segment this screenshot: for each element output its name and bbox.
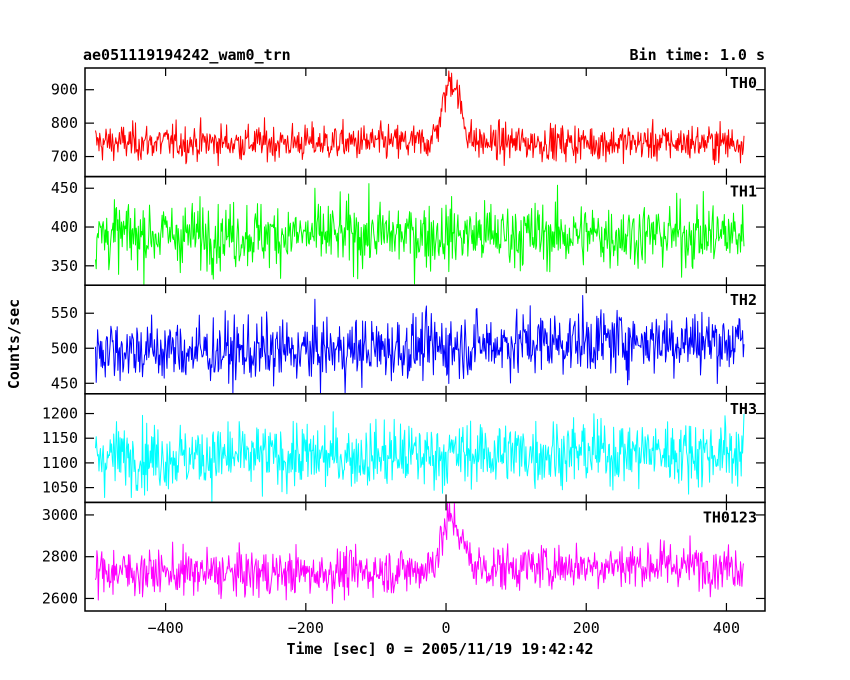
panel-th3-ytick-label: 1150 <box>42 429 78 447</box>
panel-th1-label: TH1 <box>730 183 757 201</box>
panel-th0123-ytick-label: 2800 <box>42 548 78 566</box>
panel-th2-ytick-label: 450 <box>51 374 78 392</box>
bin-time-label: Bin time: 1.0 s <box>630 46 765 64</box>
panel-th3-ytick-label: 1200 <box>42 405 78 423</box>
panel-th2-ytick-label: 500 <box>51 339 78 357</box>
panel-th0-label: TH0 <box>730 74 757 92</box>
x-tick-label: −400 <box>148 619 184 637</box>
panel-th0-ytick-label: 700 <box>51 148 78 166</box>
chart-title: ae051119194242_wam0_trn <box>83 46 291 64</box>
series-th2-line <box>95 295 745 395</box>
panels: 700 800 900 TH0 350 400 450 TH1 450 500 550 TH2 1050… <box>42 67 766 637</box>
panel-th3-label: TH3 <box>730 400 757 418</box>
x-axis-label: Time [sec] 0 = 2005/11/19 19:42:42 <box>286 640 593 658</box>
panel-th0123-label: TH0123 <box>703 508 757 526</box>
series-th1-line <box>95 183 745 286</box>
x-tick-label: 400 <box>713 619 740 637</box>
panel-th2-label: TH2 <box>730 291 757 309</box>
x-tick-label: −200 <box>288 619 324 637</box>
panel-th0-ytick-label: 800 <box>51 114 78 132</box>
x-tick-label: 0 <box>442 619 451 637</box>
panel-th0-ytick-label: 900 <box>51 81 78 99</box>
panel-th3-ytick-label: 1100 <box>42 454 78 472</box>
panel-th2-ytick-label: 550 <box>51 304 78 322</box>
panel-th1-ytick-label: 450 <box>51 179 78 197</box>
panel-th0123-ytick-label: 2600 <box>42 589 78 607</box>
panel-th3-ytick-label: 1050 <box>42 479 78 497</box>
panel-th1-ytick-label: 400 <box>51 218 78 236</box>
panel-th0123-ytick-label: 3000 <box>42 506 78 524</box>
series-th0-line <box>95 70 745 167</box>
y-axis-label: Counts/sec <box>5 299 23 389</box>
x-tick-label: 200 <box>573 619 600 637</box>
series-th3-line <box>95 411 745 503</box>
panel-th1-ytick-label: 350 <box>51 257 78 275</box>
series-th0123-line <box>95 501 745 604</box>
